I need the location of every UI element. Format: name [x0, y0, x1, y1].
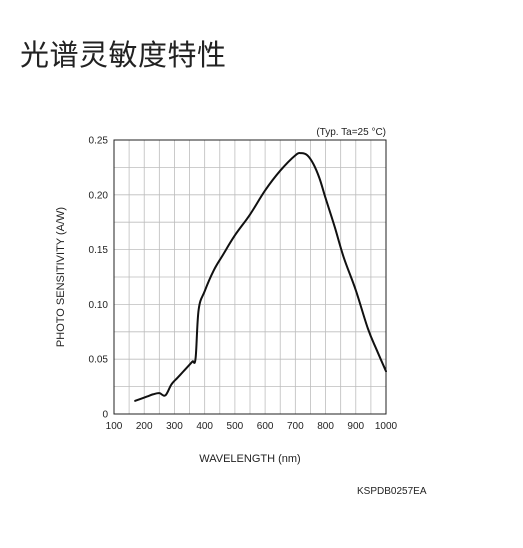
plot-frame	[113, 139, 387, 415]
x-tick-label: 1000	[375, 421, 398, 432]
y-axis-title: PHOTO SENSITIVITY (A/W)	[55, 207, 67, 347]
series-line	[134, 152, 387, 402]
y-tick-label: 0	[102, 410, 108, 421]
figure-code: KSPDB0257EA	[357, 486, 427, 497]
x-tick-label: 200	[136, 421, 153, 432]
y-tick-label: 0.20	[89, 190, 109, 201]
grid	[114, 140, 386, 414]
x-tick-label: 700	[287, 421, 304, 432]
x-tick-label: 800	[317, 421, 334, 432]
x-tick-label: 600	[257, 421, 274, 432]
x-axis-ticks: 100 200 300 400 500 600 700 800 900 1000	[106, 421, 398, 432]
x-tick-label: 900	[347, 421, 364, 432]
y-tick-label: 0.05	[89, 355, 109, 366]
y-axis-ticks: 0 0.05 0.10 0.15 0.20 0.25	[89, 136, 109, 421]
page-heading: 光谱灵敏度特性	[20, 38, 227, 72]
y-tick-label: 0.15	[89, 245, 109, 256]
y-tick-label: 0.10	[89, 300, 109, 311]
x-axis-title: WAVELENGTH (nm)	[199, 453, 300, 465]
x-tick-label: 100	[106, 421, 123, 432]
x-tick-label: 500	[227, 421, 244, 432]
x-tick-label: 300	[166, 421, 183, 432]
series-layer	[134, 152, 387, 402]
y-tick-label: 0.25	[89, 136, 109, 147]
x-tick-label: 400	[196, 421, 213, 432]
condition-label: (Typ. Ta=25 °C)	[316, 127, 386, 138]
